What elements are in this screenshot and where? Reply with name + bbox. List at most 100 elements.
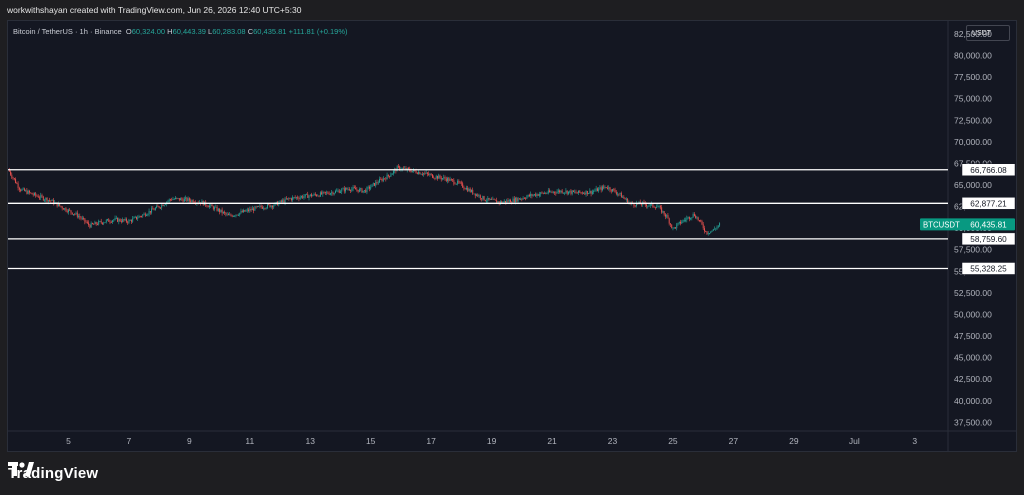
candle-body	[704, 228, 705, 232]
candle-body	[188, 198, 190, 201]
candle-body	[244, 210, 246, 212]
candle-body	[624, 198, 626, 200]
candle-body	[233, 215, 234, 217]
candle-body	[241, 211, 243, 213]
candle-body	[316, 194, 318, 196]
chart-area[interactable]: Bitcoin / TetherUS · 1h · Binance O60,32…	[7, 20, 1017, 452]
candle-body	[46, 197, 48, 202]
candle-body	[50, 200, 52, 202]
candle-body	[411, 170, 413, 173]
candle-body	[108, 219, 110, 222]
candle-body	[474, 193, 476, 196]
candle-body	[430, 174, 432, 176]
candle-body	[692, 214, 694, 218]
candle-body	[318, 195, 320, 197]
candle-body	[698, 220, 700, 221]
currency-button[interactable]: USDT	[966, 25, 1010, 41]
candle-body	[283, 200, 285, 203]
candle-body	[520, 198, 522, 200]
y-tick-label: 75,000.00	[954, 94, 992, 104]
candle-body	[49, 200, 51, 201]
y-tick-label: 67,500.00	[954, 158, 992, 168]
candle-body	[30, 192, 32, 194]
candle-body	[210, 204, 212, 206]
candle-body	[366, 187, 368, 193]
candle-body	[559, 190, 561, 193]
candle-body	[333, 193, 335, 195]
candle-body	[226, 214, 228, 215]
candle-body	[627, 198, 629, 204]
candle-body	[583, 193, 585, 194]
candle-body	[103, 222, 105, 224]
candle-body	[512, 198, 514, 203]
candle-body	[138, 216, 140, 218]
candle-body	[486, 200, 488, 202]
candle-body	[352, 187, 354, 189]
candle-body	[546, 193, 548, 194]
candle-body	[527, 194, 529, 197]
candle-body	[236, 214, 238, 216]
candle-body	[530, 194, 532, 197]
candle-body	[148, 211, 150, 215]
level-tag-label: 66,766.08	[970, 166, 1007, 175]
candle-body	[586, 190, 588, 195]
candle-body	[26, 190, 28, 194]
candle-body	[319, 192, 321, 197]
candle-body	[127, 221, 129, 223]
candle-body	[159, 207, 161, 209]
candle-body	[261, 207, 263, 209]
candle-body	[270, 205, 272, 208]
candle-body	[129, 220, 131, 222]
candle-body	[404, 168, 406, 169]
candle-body	[68, 209, 69, 213]
candle-body	[8, 169, 10, 172]
candle-body	[364, 190, 365, 191]
candle-body	[341, 189, 343, 192]
high-label: H	[167, 27, 173, 36]
candle-body	[70, 210, 72, 213]
candle-body	[544, 192, 545, 194]
candle-body	[617, 193, 619, 195]
candle-body	[287, 198, 289, 200]
candle-body	[690, 218, 692, 220]
candle-body	[570, 190, 572, 194]
candle-body	[327, 192, 329, 194]
candle-body	[562, 192, 564, 194]
candle-body	[61, 206, 63, 209]
candle-body	[152, 208, 154, 210]
candle-body	[295, 197, 297, 199]
candle-body	[438, 175, 440, 179]
candle-body	[303, 196, 305, 198]
candle-body	[23, 188, 25, 191]
candle-body	[31, 192, 33, 195]
candle-body	[167, 201, 169, 203]
candle-body	[547, 190, 549, 194]
candle-body	[249, 208, 251, 212]
candle-body	[571, 190, 573, 194]
candle-body	[525, 198, 527, 200]
price-chart[interactable]: 82,500.00 80,000.00 77,500.00 75,000.00 72,5…	[8, 21, 1016, 451]
candle-body	[576, 192, 578, 194]
candle-body	[636, 203, 637, 207]
candle-body	[304, 194, 306, 197]
candle-body	[678, 221, 680, 223]
candle-body	[702, 224, 704, 229]
candle-body	[332, 192, 334, 195]
candle-body	[391, 173, 393, 175]
x-tick-label: Jul	[849, 436, 860, 446]
candle-body	[153, 209, 155, 211]
candle-body	[566, 190, 568, 194]
candle-body	[619, 193, 621, 194]
candle-body	[516, 197, 518, 202]
candle-body	[122, 219, 124, 222]
candle-body	[178, 198, 180, 201]
candle-body	[362, 190, 364, 193]
candle-body	[505, 200, 506, 203]
candle-body	[191, 200, 193, 202]
candle-body	[170, 199, 171, 201]
candle-body	[579, 190, 581, 193]
candle-body	[314, 193, 316, 195]
candle-body	[137, 217, 139, 219]
candle-body	[91, 223, 93, 225]
candle-body	[321, 192, 323, 195]
